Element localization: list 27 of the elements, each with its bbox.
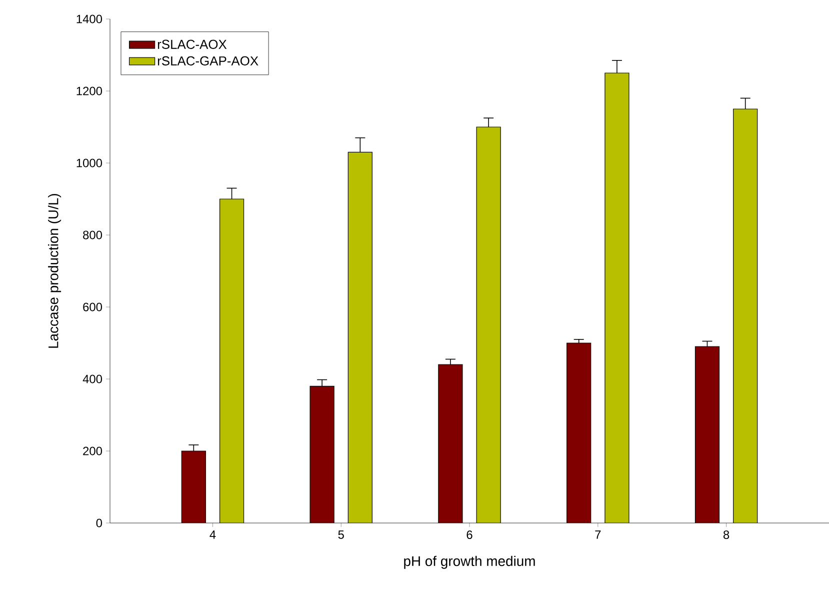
bar <box>348 152 372 523</box>
legend-label: rSLAC-AOX <box>158 40 227 49</box>
bar <box>566 343 591 523</box>
bar <box>694 346 720 523</box>
y-tick-label: 800 <box>83 230 102 240</box>
x-tick-label: 7 <box>595 530 601 539</box>
bar <box>733 108 758 523</box>
y-axis-title: Laccase production (U/L) <box>48 194 62 348</box>
y-tick-label: 1000 <box>76 158 102 168</box>
x-axis-title: pH of growth medium <box>404 556 535 569</box>
legend-label: rSLAC-GAP-AOX <box>158 56 258 66</box>
y-tick-label: 1400 <box>76 14 102 24</box>
x-tick-label: 4 <box>210 530 216 539</box>
y-tick-label: 400 <box>82 374 102 384</box>
bar <box>604 72 629 523</box>
bar <box>220 198 244 523</box>
y-tick-label: 0 <box>96 518 102 528</box>
bar <box>438 364 462 523</box>
y-tick-label: 600 <box>83 302 102 312</box>
y-tick-label: 1200 <box>76 86 102 96</box>
bar <box>476 126 501 523</box>
bar <box>182 451 206 523</box>
bar <box>310 386 334 523</box>
x-tick-label: 6 <box>466 530 472 539</box>
x-tick-label: 8 <box>723 530 730 539</box>
y-tick-label: 200 <box>83 446 102 456</box>
x-tick-label: 5 <box>338 530 344 539</box>
